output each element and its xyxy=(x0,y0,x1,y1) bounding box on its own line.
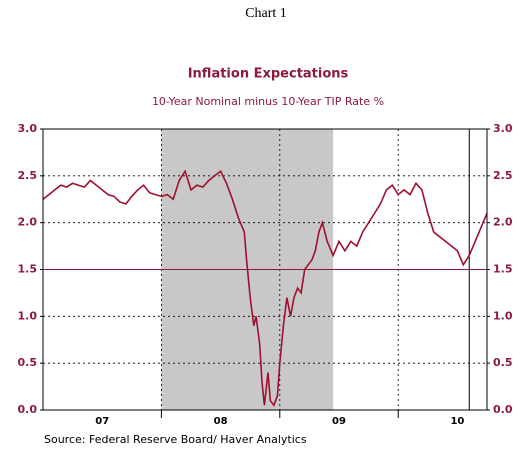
x-tick-label: 10 xyxy=(450,416,464,427)
y-tick-label: 2.0 xyxy=(18,216,38,229)
x-tick-label: 09 xyxy=(332,416,346,427)
y-tick-label: 1.0 xyxy=(18,309,38,322)
y2-tick-label: 1.0 xyxy=(493,309,513,322)
series-line xyxy=(42,169,488,407)
y-tick-label: 3.0 xyxy=(18,122,38,135)
y-tick-label: 0.5 xyxy=(18,356,38,369)
x-tick-label: 08 xyxy=(214,416,228,427)
y-tick-label: 0.0 xyxy=(18,403,38,416)
y2-tick-label: 2.5 xyxy=(493,169,513,182)
y-tick-label: 2.5 xyxy=(18,169,38,182)
y2-tick-label: 2.0 xyxy=(493,216,513,229)
chart-title: Inflation Expectations xyxy=(188,67,349,82)
x-tick-label: 07 xyxy=(95,416,109,427)
y2-tick-label: 0.5 xyxy=(493,356,513,369)
y-tick-label: 1.5 xyxy=(18,263,38,276)
plot-frame xyxy=(42,128,488,411)
y2-tick-label: 0.0 xyxy=(493,403,513,416)
source-note: Source: Federal Reserve Board/ Haver Ana… xyxy=(44,433,307,446)
chart-subtitle: 10-Year Nominal minus 10-Year TIP Rate % xyxy=(152,95,384,108)
y2-tick-label: 1.5 xyxy=(493,263,513,276)
y2-tick-label: 3.0 xyxy=(493,122,513,135)
chart-heading: Chart 1 xyxy=(245,6,287,21)
